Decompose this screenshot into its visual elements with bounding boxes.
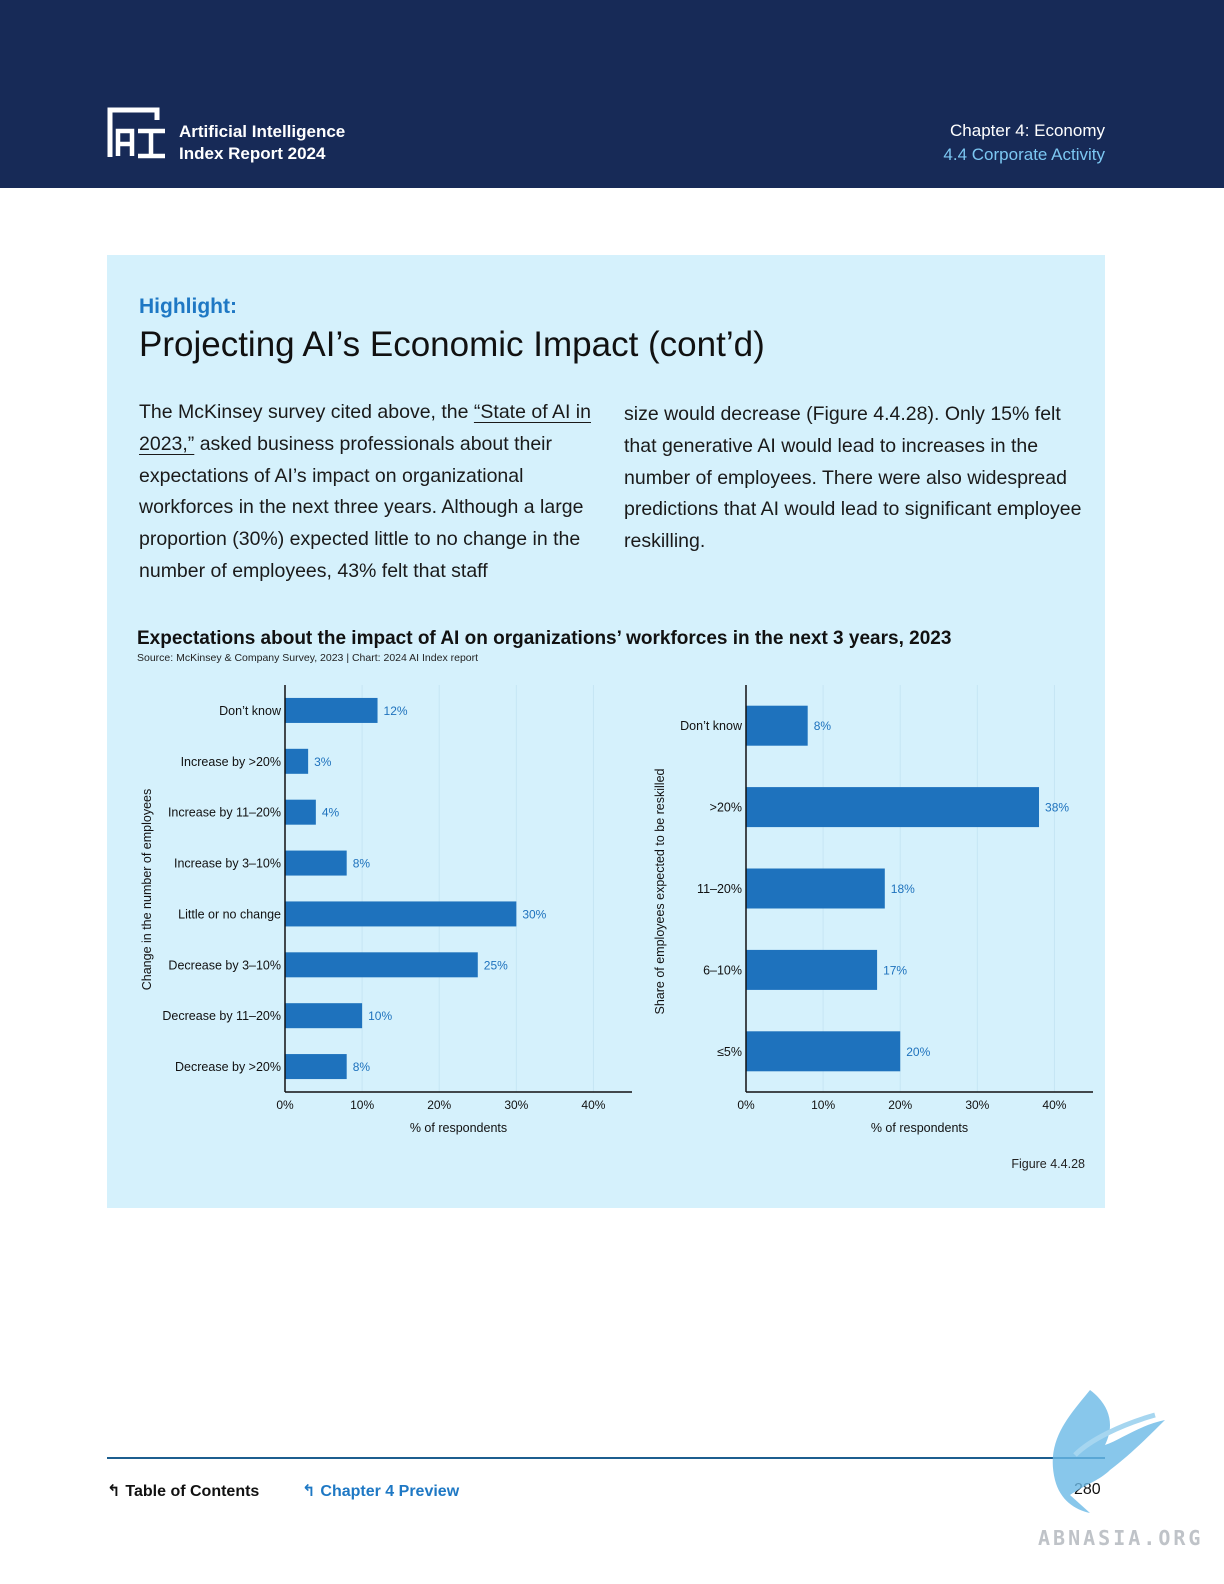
chart1-category-label: Little or no change: [178, 907, 281, 921]
chart2-bar: [746, 868, 885, 909]
footer-divider: [107, 1457, 1105, 1459]
chart2-bar: [746, 787, 1040, 828]
chart1-value-label: 8%: [353, 857, 371, 871]
report-title[interactable]: Artificial Intelligence Index Report 202…: [179, 121, 345, 165]
chapter-breadcrumb: Chapter 4: Economy 4.4 Corporate Activit…: [943, 119, 1105, 167]
chart1-category-label: Decrease by 11–20%: [162, 1009, 281, 1023]
chart2-x-tick-label: 10%: [811, 1098, 835, 1112]
chart1-x-tick-label: 40%: [581, 1098, 605, 1112]
chart2-bar: [746, 705, 808, 746]
chart1-bar: [285, 850, 347, 876]
chart-title: Expectations about the impact of AI on o…: [137, 628, 952, 649]
body-text-1a: The McKinsey survey cited above, the: [139, 401, 474, 423]
chart2-category-label: Don’t know: [680, 719, 743, 733]
chart2-value-label: 38%: [1045, 801, 1069, 815]
chart2-x-tick-label: 30%: [965, 1098, 989, 1112]
chart2-category-label: 11–20%: [697, 882, 742, 896]
page-title: Projecting AI’s Economic Impact (cont’d): [139, 325, 765, 364]
chart1-category-label: Decrease by >20%: [175, 1060, 281, 1074]
chart1-bar: [285, 1003, 363, 1029]
chart1-x-tick-label: 0%: [276, 1098, 294, 1112]
table-of-contents-link[interactable]: ↰ Table of Contents: [107, 1481, 259, 1501]
chart1-value-label: 10%: [368, 1009, 392, 1023]
body-text-1b: asked business professionals about their…: [139, 432, 584, 582]
chart1-value-label: 4%: [322, 806, 340, 820]
chart2-category-label: ≤5%: [717, 1045, 742, 1059]
chart1-bar: [285, 1054, 347, 1080]
chart1-category-label: Increase by 3–10%: [174, 857, 281, 871]
chart1-bar: [285, 697, 378, 723]
section-link[interactable]: 4.4 Corporate Activity: [943, 145, 1105, 164]
chart2-x-axis-title: % of respondents: [871, 1121, 968, 1135]
chart1-x-tick-label: 10%: [350, 1098, 374, 1112]
chart1-category-label: Decrease by 3–10%: [168, 958, 281, 972]
chart1-category-label: Increase by 11–20%: [168, 806, 281, 820]
chart2-bar: [746, 1031, 901, 1072]
return-arrow-icon: ↰: [107, 1483, 121, 1500]
chart-source: Source: McKinsey & Company Survey, 2023 …: [137, 652, 479, 664]
chart1-value-label: 3%: [314, 755, 332, 769]
page-header: Artificial Intelligence Index Report 202…: [0, 0, 1224, 188]
chart1-value-label: 12%: [384, 704, 408, 718]
chart2-value-label: 18%: [891, 882, 915, 896]
chart1-x-axis-title: % of respondents: [410, 1121, 507, 1135]
griffin-watermark-icon: [1052, 1390, 1165, 1513]
chart2-x-tick-label: 0%: [737, 1098, 755, 1112]
chart1-bar: [285, 952, 478, 978]
watermark-text: ABNASIA.ORG: [1038, 1526, 1204, 1550]
chart2-x-tick-label: 40%: [1042, 1098, 1066, 1112]
chart2-y-axis-title: Share of employees expected to be reskil…: [653, 768, 667, 1014]
chart1-bar: [285, 748, 309, 774]
figure-label: Figure 4.4.28: [1011, 1157, 1085, 1171]
chart1-category-label: Increase by >20%: [181, 755, 281, 769]
highlight-kicker: Highlight:: [139, 295, 237, 318]
chart1-category-label: Don’t know: [219, 704, 282, 718]
chart1-value-label: 30%: [522, 907, 546, 921]
return-arrow-icon: ↰: [302, 1483, 316, 1500]
ai-index-logo-icon: [107, 107, 165, 159]
chapter-preview-label: Chapter 4 Preview: [320, 1483, 460, 1500]
chart1-x-tick-label: 20%: [427, 1098, 451, 1112]
chart1-value-label: 8%: [353, 1060, 371, 1074]
chapter-link[interactable]: Chapter 4: Economy: [950, 121, 1105, 140]
chart2-bar: [746, 949, 878, 990]
report-title-line2: Index Report 2024: [179, 144, 326, 163]
chart2-category-label: >20%: [710, 801, 742, 815]
highlight-panel: [107, 255, 1105, 1208]
chart1-bar: [285, 901, 517, 927]
chart1-bar: [285, 799, 316, 825]
body-text-column-2: size would decrease (Figure 4.4.28). Onl…: [624, 403, 1082, 553]
chapter-preview-link[interactable]: ↰ Chapter 4 Preview: [302, 1481, 459, 1501]
state-of-ai-link[interactable]: “State of AI in 2023,”: [139, 401, 591, 455]
chart2-value-label: 17%: [883, 963, 907, 977]
chart1-x-tick-label: 30%: [504, 1098, 528, 1112]
body-text-column-1: The McKinsey survey cited above, the “St…: [139, 397, 601, 588]
chart2-category-label: 6–10%: [703, 963, 742, 977]
report-title-line1: Artificial Intelligence: [179, 122, 346, 141]
chart1-value-label: 25%: [484, 958, 508, 972]
toc-label: Table of Contents: [125, 1483, 260, 1500]
chart2-value-label: 8%: [814, 719, 832, 733]
chart2-x-tick-label: 20%: [888, 1098, 912, 1112]
chart2-value-label: 20%: [906, 1045, 930, 1059]
chart1-y-axis-title: Change in the number of employees: [140, 789, 154, 991]
